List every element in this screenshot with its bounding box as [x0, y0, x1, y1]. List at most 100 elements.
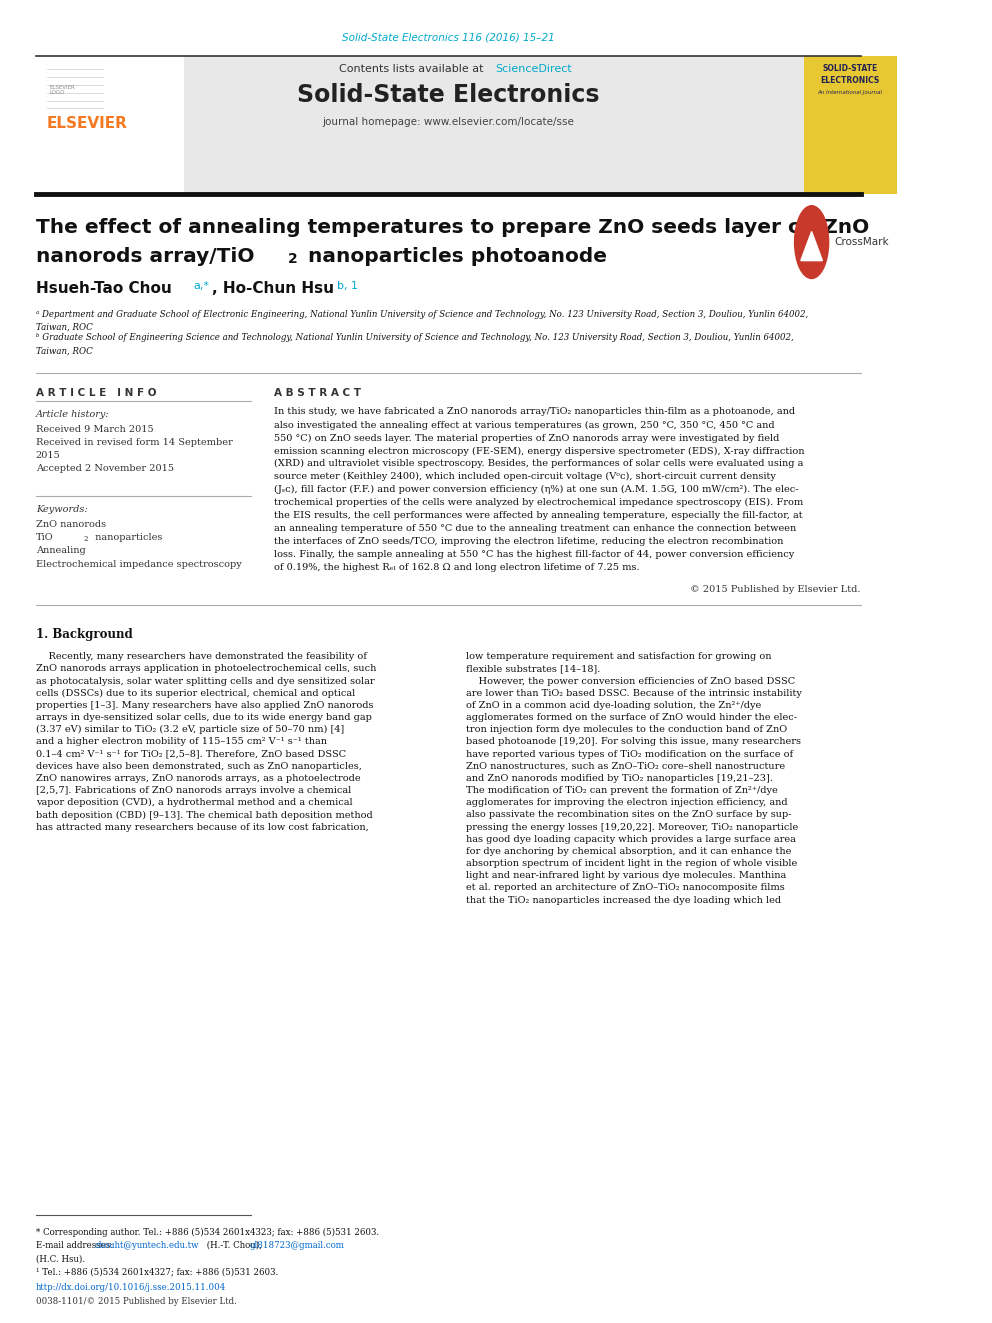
Text: agglomerates formed on the surface of ZnO would hinder the elec-: agglomerates formed on the surface of Zn… [466, 713, 798, 722]
Text: Received in revised form 14 September: Received in revised form 14 September [36, 438, 232, 447]
Text: loss. Finally, the sample annealing at 550 °C has the highest fill-factor of 44,: loss. Finally, the sample annealing at 5… [274, 550, 794, 560]
Text: as photocatalysis, solar water splitting cells and dye sensitized solar: as photocatalysis, solar water splitting… [36, 676, 375, 685]
Text: has attracted many researchers because of its low cost fabrication,: has attracted many researchers because o… [36, 823, 369, 832]
Text: of 0.19%, the highest Rₑₗ of 162.8 Ω and long electron lifetime of 7.25 ms.: of 0.19%, the highest Rₑₗ of 162.8 Ω and… [274, 564, 639, 572]
Text: 2: 2 [83, 536, 88, 544]
Text: nanoparticles photoanode: nanoparticles photoanode [302, 247, 607, 266]
Text: emission scanning electron microscopy (FE-SEM), energy dispersive spectrometer (: emission scanning electron microscopy (F… [274, 446, 805, 455]
Text: Taiwan, ROC: Taiwan, ROC [36, 347, 92, 356]
Text: (XRD) and ultraviolet visible spectroscopy. Besides, the performances of solar c: (XRD) and ultraviolet visible spectrosco… [274, 459, 803, 468]
Text: Annealing: Annealing [36, 546, 85, 556]
Text: Contents lists available at: Contents lists available at [338, 64, 486, 74]
Text: Hsueh-Tao Chou: Hsueh-Tao Chou [36, 280, 177, 296]
Text: ScienceDirect: ScienceDirect [495, 64, 572, 74]
Text: properties [1–3]. Many researchers have also applied ZnO nanorods: properties [1–3]. Many researchers have … [36, 701, 373, 710]
Text: Electrochemical impedance spectroscopy: Electrochemical impedance spectroscopy [36, 560, 242, 569]
Text: of ZnO in a common acid dye-loading solution, the Zn²⁺/dye: of ZnO in a common acid dye-loading solu… [466, 701, 762, 710]
Text: chouht@yuntech.edu.tw: chouht@yuntech.edu.tw [94, 1241, 198, 1250]
Text: SOLID-STATE: SOLID-STATE [822, 65, 878, 73]
Text: arrays in dye-sensitized solar cells, due to its wide energy band gap: arrays in dye-sensitized solar cells, du… [36, 713, 372, 722]
Text: et al. reported an architecture of ZnO–TiO₂ nanocomposite films: et al. reported an architecture of ZnO–T… [466, 884, 785, 893]
Text: Solid-State Electronics: Solid-State Electronics [298, 83, 599, 107]
Text: that the TiO₂ nanoparticles increased the dye loading which led: that the TiO₂ nanoparticles increased th… [466, 896, 782, 905]
Text: ELSEVIER
LOGO: ELSEVIER LOGO [50, 85, 75, 95]
Text: However, the power conversion efficiencies of ZnO based DSSC: However, the power conversion efficienci… [466, 676, 796, 685]
Text: vapor deposition (CVD), a hydrothermal method and a chemical: vapor deposition (CVD), a hydrothermal m… [36, 798, 352, 807]
Text: for dye anchoring by chemical absorption, and it can enhance the: for dye anchoring by chemical absorption… [466, 847, 792, 856]
Text: In this study, we have fabricated a ZnO nanorods array/TiO₂ nanoparticles thin-f: In this study, we have fabricated a ZnO … [274, 407, 795, 417]
Text: Article history:: Article history: [36, 410, 109, 419]
Text: have reported various types of TiO₂ modification on the surface of: have reported various types of TiO₂ modi… [466, 750, 794, 758]
Text: a,*: a,* [193, 280, 209, 291]
Ellipse shape [795, 206, 828, 279]
Text: The effect of annealing temperatures to prepare ZnO seeds layer on ZnO: The effect of annealing temperatures to … [36, 218, 869, 237]
Text: ¹ Tel.: +886 (5)534 2601x4327; fax: +886 (5)531 2603.: ¹ Tel.: +886 (5)534 2601x4327; fax: +886… [36, 1267, 278, 1277]
Text: Received 9 March 2015: Received 9 March 2015 [36, 425, 154, 434]
Text: 0.1–4 cm² V⁻¹ s⁻¹ for TiO₂ [2,5–8]. Therefore, ZnO based DSSC: 0.1–4 cm² V⁻¹ s⁻¹ for TiO₂ [2,5–8]. Ther… [36, 750, 346, 758]
Text: The modification of TiO₂ can prevent the formation of Zn²⁺/dye: The modification of TiO₂ can prevent the… [466, 786, 778, 795]
Text: Recently, many researchers have demonstrated the feasibility of: Recently, many researchers have demonstr… [36, 652, 367, 662]
Text: ᵃ Department and Graduate School of Electronic Engineering, National Yunlin Univ: ᵃ Department and Graduate School of Elec… [36, 310, 808, 319]
Text: (H.C. Hsu).: (H.C. Hsu). [36, 1254, 85, 1263]
Text: (Jₛᴄ), fill factor (F.F.) and power conversion efficiency (η%) at one sun (A.M. : (Jₛᴄ), fill factor (F.F.) and power conv… [274, 486, 798, 495]
Text: trochemical properties of the cells were analyzed by electrochemical impedance s: trochemical properties of the cells were… [274, 499, 803, 507]
Text: light and near-infrared light by various dye molecules. Manthina: light and near-infrared light by various… [466, 872, 787, 880]
Text: E-mail addresses:: E-mail addresses: [36, 1241, 116, 1250]
Text: agglomerates for improving the electron injection efficiency, and: agglomerates for improving the electron … [466, 798, 788, 807]
Text: ELECTRONICS: ELECTRONICS [820, 77, 880, 85]
Text: (3.37 eV) similar to TiO₂ (3.2 eV, particle size of 50–70 nm) [4]: (3.37 eV) similar to TiO₂ (3.2 eV, parti… [36, 725, 344, 734]
FancyBboxPatch shape [804, 56, 897, 194]
Text: based photoanode [19,20]. For solving this issue, many researchers: based photoanode [19,20]. For solving th… [466, 737, 802, 746]
Text: and ZnO nanorods modified by TiO₂ nanoparticles [19,21–23].: and ZnO nanorods modified by TiO₂ nanopa… [466, 774, 773, 783]
FancyBboxPatch shape [36, 56, 804, 194]
Text: an annealing temperature of 550 °C due to the annealing treatment can enhance th: an annealing temperature of 550 °C due t… [274, 524, 796, 533]
Text: cells (DSSCs) due to its superior electrical, chemical and optical: cells (DSSCs) due to its superior electr… [36, 689, 355, 697]
Text: 1. Background: 1. Background [36, 628, 133, 642]
Text: bath deposition (CBD) [9–13]. The chemical bath deposition method: bath deposition (CBD) [9–13]. The chemic… [36, 811, 373, 819]
Text: Keywords:: Keywords: [36, 505, 87, 515]
Text: also passivate the recombination sites on the ZnO surface by sup-: also passivate the recombination sites o… [466, 811, 792, 819]
Text: also investigated the annealing effect at various temperatures (as grown, 250 °C: also investigated the annealing effect a… [274, 421, 774, 430]
Text: ZnO nanostructures, such as ZnO–TiO₂ core–shell nanostructure: ZnO nanostructures, such as ZnO–TiO₂ cor… [466, 762, 786, 771]
Text: A R T I C L E   I N F O: A R T I C L E I N F O [36, 388, 157, 398]
Text: source meter (Keithley 2400), which included open-circuit voltage (Vᵒᴄ), short-c: source meter (Keithley 2400), which incl… [274, 472, 776, 482]
Text: An International Journal: An International Journal [817, 90, 883, 95]
Text: TiO: TiO [36, 533, 54, 542]
Text: ZnO nanorods: ZnO nanorods [36, 520, 106, 529]
Text: Accepted 2 November 2015: Accepted 2 November 2015 [36, 464, 174, 474]
Text: journal homepage: www.elsevier.com/locate/sse: journal homepage: www.elsevier.com/locat… [322, 116, 574, 127]
Text: absorption spectrum of incident light in the region of whole visible: absorption spectrum of incident light in… [466, 859, 798, 868]
Text: 550 °C) on ZnO seeds layer. The material properties of ZnO nanorods array were i: 550 °C) on ZnO seeds layer. The material… [274, 434, 779, 442]
Text: (H.-T. Chou),: (H.-T. Chou), [204, 1241, 265, 1250]
Text: ZnO nanowires arrays, ZnO nanorods arrays, as a photoelectrode: ZnO nanowires arrays, ZnO nanorods array… [36, 774, 360, 783]
Text: low temperature requirement and satisfaction for growing on: low temperature requirement and satisfac… [466, 652, 772, 662]
Text: ZnO nanorods arrays application in photoelectrochemical cells, such: ZnO nanorods arrays application in photo… [36, 664, 376, 673]
Text: A B S T R A C T: A B S T R A C T [274, 388, 360, 398]
FancyBboxPatch shape [36, 56, 184, 194]
Polygon shape [801, 232, 822, 261]
Text: b, 1: b, 1 [337, 280, 358, 291]
Text: tron injection form dye molecules to the conduction band of ZnO: tron injection form dye molecules to the… [466, 725, 788, 734]
Text: CrossMark: CrossMark [834, 237, 889, 247]
Text: [2,5,7]. Fabrications of ZnO nanorods arrays involve a chemical: [2,5,7]. Fabrications of ZnO nanorods ar… [36, 786, 351, 795]
Text: Taiwan, ROC: Taiwan, ROC [36, 323, 92, 332]
Text: 0038-1101/© 2015 Published by Elsevier Ltd.: 0038-1101/© 2015 Published by Elsevier L… [36, 1297, 237, 1306]
Text: ᵇ Graduate School of Engineering Science and Technology, National Yunlin Univers: ᵇ Graduate School of Engineering Science… [36, 333, 794, 343]
Text: gl818723@gmail.com: gl818723@gmail.com [249, 1241, 344, 1250]
Text: flexible substrates [14–18].: flexible substrates [14–18]. [466, 664, 601, 673]
Text: and a higher electron mobility of 115–155 cm² V⁻¹ s⁻¹ than: and a higher electron mobility of 115–15… [36, 737, 327, 746]
Text: are lower than TiO₂ based DSSC. Because of the intrinsic instability: are lower than TiO₂ based DSSC. Because … [466, 689, 803, 697]
Text: has good dye loading capacity which provides a large surface area: has good dye loading capacity which prov… [466, 835, 797, 844]
Text: devices have also been demonstrated, such as ZnO nanoparticles,: devices have also been demonstrated, suc… [36, 762, 362, 771]
Text: nanorods array/TiO: nanorods array/TiO [36, 247, 254, 266]
Text: 2015: 2015 [36, 451, 61, 460]
Text: * Corresponding author. Tel.: +886 (5)534 2601x4323; fax: +886 (5)531 2603.: * Corresponding author. Tel.: +886 (5)53… [36, 1228, 379, 1237]
Text: Solid-State Electronics 116 (2016) 15–21: Solid-State Electronics 116 (2016) 15–21 [342, 32, 555, 42]
Text: http://dx.doi.org/10.1016/j.sse.2015.11.004: http://dx.doi.org/10.1016/j.sse.2015.11.… [36, 1283, 226, 1293]
Text: the interfaces of ZnO seeds/TCO, improving the electron lifetime, reducing the e: the interfaces of ZnO seeds/TCO, improvi… [274, 537, 783, 546]
Text: © 2015 Published by Elsevier Ltd.: © 2015 Published by Elsevier Ltd. [690, 585, 861, 594]
Text: pressing the energy losses [19,20,22]. Moreover, TiO₂ nanoparticle: pressing the energy losses [19,20,22]. M… [466, 823, 799, 832]
Text: ELSEVIER: ELSEVIER [47, 115, 128, 131]
Text: , Ho-Chun Hsu: , Ho-Chun Hsu [211, 280, 339, 296]
Text: the EIS results, the cell performances were affected by annealing temperature, e: the EIS results, the cell performances w… [274, 511, 803, 520]
